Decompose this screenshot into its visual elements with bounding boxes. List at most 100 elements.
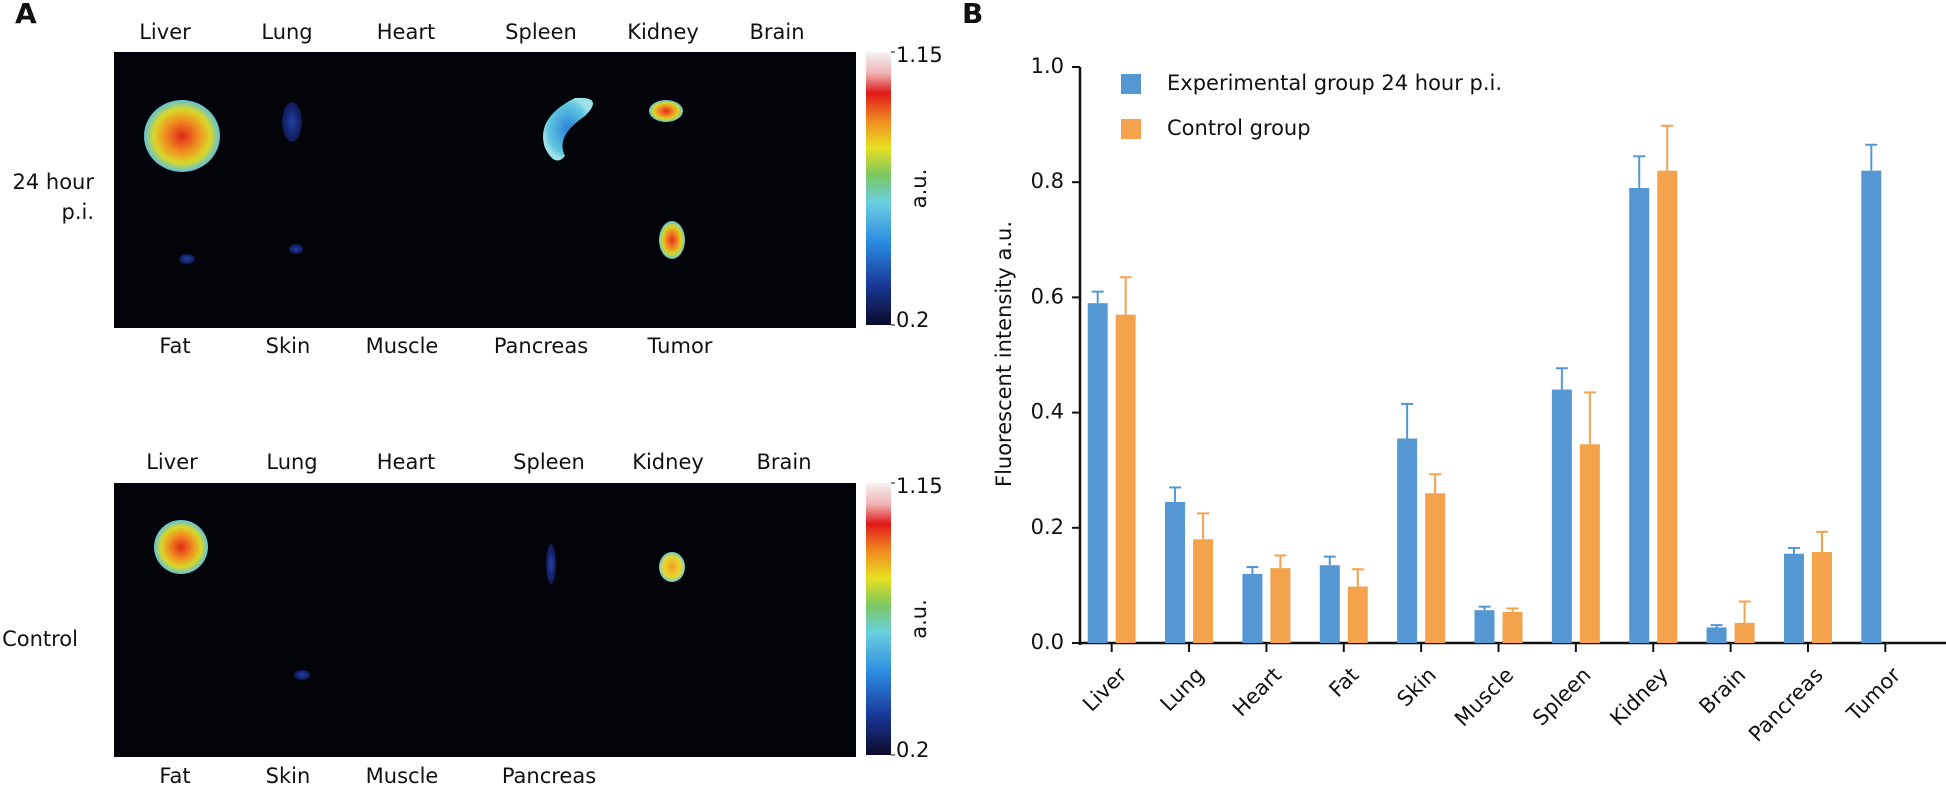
bar — [1193, 539, 1214, 643]
colorbar — [866, 52, 891, 325]
error-bar — [1738, 600, 1751, 623]
bar — [1474, 610, 1495, 643]
error-bar — [1323, 555, 1336, 566]
organ — [659, 221, 685, 259]
organ-label: Skin — [266, 334, 311, 358]
row-label: 24 hour p.i. — [12, 170, 95, 224]
error-bar — [1169, 486, 1182, 502]
organ — [154, 520, 208, 574]
legend-swatch — [1121, 74, 1141, 94]
bar — [1734, 622, 1755, 643]
organ — [294, 670, 310, 680]
bar — [1242, 573, 1263, 643]
error-bar — [1401, 402, 1414, 439]
bar — [1579, 444, 1600, 643]
image-panel — [114, 52, 856, 328]
bar — [1706, 627, 1727, 643]
colorbar-tick-label: 0.2 — [896, 738, 929, 762]
organ-label: Liver — [146, 450, 198, 474]
error-bar — [1583, 391, 1596, 445]
error-bar — [1633, 155, 1646, 188]
colorbar-tick-label: 1.15 — [896, 43, 943, 67]
colorbar — [866, 483, 891, 755]
error-bar — [1787, 546, 1800, 554]
y-tick-label: 0.2 — [1031, 515, 1064, 539]
bar — [1319, 565, 1340, 643]
organ-label: Tumor — [647, 334, 713, 358]
organ-label: Muscle — [366, 764, 439, 788]
organ — [144, 100, 220, 172]
organ-label: Skin — [266, 764, 311, 788]
bar — [1397, 438, 1418, 643]
organ-label: Fat — [159, 764, 190, 788]
organ-label: Kidney — [632, 450, 704, 474]
x-tick-label: Fat — [1324, 663, 1363, 702]
colorbar-label: a.u. — [907, 599, 931, 639]
organ-label: Fat — [159, 334, 190, 358]
error-bar — [1710, 624, 1723, 628]
panel-label: A — [15, 0, 37, 30]
error-bar — [1351, 568, 1364, 587]
error-bar — [1478, 605, 1491, 611]
colorbar-tick-label: 1.15 — [896, 474, 943, 498]
organ-label: Liver — [139, 20, 191, 44]
error-bar — [1274, 554, 1287, 569]
bar — [1551, 389, 1572, 643]
colorbar-tick-label: 0.2 — [896, 308, 929, 332]
organ-label: Heart — [377, 20, 435, 44]
x-tick-label: Pancreas — [1744, 663, 1828, 747]
bar — [1347, 586, 1368, 643]
row-label: Control — [2, 627, 78, 651]
error-bar — [1197, 512, 1210, 540]
organ-label: Kidney — [627, 20, 699, 44]
organ — [179, 254, 195, 264]
x-tick-label: Brain — [1694, 663, 1750, 719]
organ — [546, 544, 556, 584]
organ-label: Spleen — [513, 450, 585, 474]
y-axis-label: Fluorescent intensity a.u. — [992, 221, 1016, 487]
legend-swatch — [1121, 119, 1141, 139]
organ-label: Lung — [266, 450, 317, 474]
error-bar — [1091, 290, 1104, 304]
bar — [1270, 568, 1291, 643]
x-tick-label: Kidney — [1605, 663, 1673, 731]
y-tick-label: 1.0 — [1031, 54, 1064, 78]
bar — [1811, 551, 1832, 643]
x-tick-label: Lung — [1156, 663, 1209, 716]
x-tick-label: Tumor — [1842, 663, 1906, 727]
bar — [1165, 501, 1186, 643]
x-tick-label: Liver — [1078, 663, 1132, 717]
bar — [1657, 170, 1678, 643]
organ — [543, 97, 593, 161]
y-tick-label: 0.0 — [1031, 630, 1064, 654]
error-bar — [1815, 530, 1828, 552]
error-bar — [1246, 565, 1259, 574]
organ-label: Brain — [756, 450, 811, 474]
image-panel — [114, 483, 856, 757]
error-bar — [1661, 124, 1674, 171]
bar — [1425, 493, 1446, 643]
organ-images — [144, 97, 685, 680]
y-tick-label: 0.4 — [1031, 400, 1064, 424]
error-bar — [1429, 473, 1442, 494]
legend-label: Experimental group 24 hour p.i. — [1167, 71, 1502, 95]
x-tick-label: Heart — [1228, 663, 1286, 721]
organ-label: Heart — [377, 450, 435, 474]
organ-label: Spleen — [505, 20, 577, 44]
bar — [1115, 314, 1136, 643]
x-tick-label: Skin — [1392, 663, 1441, 712]
bar — [1629, 187, 1650, 643]
colorbar-label: a.u. — [907, 169, 931, 209]
bar — [1087, 303, 1108, 643]
error-bar — [1865, 143, 1878, 171]
organ — [659, 552, 685, 582]
error-bar — [1506, 607, 1519, 612]
bar — [1783, 553, 1804, 643]
organ — [649, 100, 683, 122]
organ-label: Brain — [749, 20, 804, 44]
x-tick-label: Muscle — [1450, 663, 1518, 731]
error-bar — [1119, 276, 1132, 315]
organ-label: Muscle — [366, 334, 439, 358]
organ-label: Pancreas — [502, 764, 596, 788]
